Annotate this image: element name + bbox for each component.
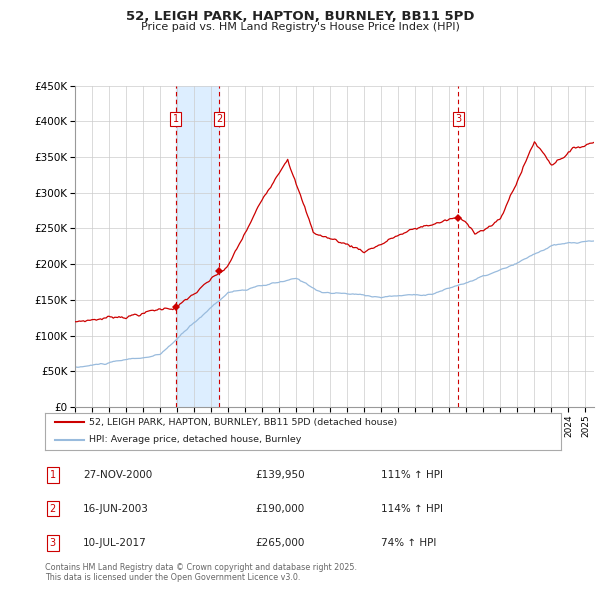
Text: 114% ↑ HPI: 114% ↑ HPI xyxy=(381,504,443,513)
Text: 16-JUN-2003: 16-JUN-2003 xyxy=(83,504,149,513)
Text: HPI: Average price, detached house, Burnley: HPI: Average price, detached house, Burn… xyxy=(89,435,301,444)
Text: 2: 2 xyxy=(50,504,56,513)
Text: 74% ↑ HPI: 74% ↑ HPI xyxy=(381,538,436,548)
Text: 2: 2 xyxy=(216,114,222,124)
Text: 111% ↑ HPI: 111% ↑ HPI xyxy=(381,470,443,480)
Text: 52, LEIGH PARK, HAPTON, BURNLEY, BB11 5PD: 52, LEIGH PARK, HAPTON, BURNLEY, BB11 5P… xyxy=(126,10,474,23)
Text: 27-NOV-2000: 27-NOV-2000 xyxy=(83,470,152,480)
Text: £139,950: £139,950 xyxy=(255,470,305,480)
Text: Price paid vs. HM Land Registry's House Price Index (HPI): Price paid vs. HM Land Registry's House … xyxy=(140,22,460,32)
Text: 10-JUL-2017: 10-JUL-2017 xyxy=(83,538,146,548)
Text: 3: 3 xyxy=(455,114,461,124)
Text: 1: 1 xyxy=(50,470,56,480)
Bar xyxy=(176,86,219,407)
Text: £190,000: £190,000 xyxy=(255,504,304,513)
Text: 52, LEIGH PARK, HAPTON, BURNLEY, BB11 5PD (detached house): 52, LEIGH PARK, HAPTON, BURNLEY, BB11 5P… xyxy=(89,418,397,427)
Text: 3: 3 xyxy=(50,538,56,548)
Text: 1: 1 xyxy=(173,114,179,124)
Text: £265,000: £265,000 xyxy=(255,538,304,548)
Text: Contains HM Land Registry data © Crown copyright and database right 2025.
This d: Contains HM Land Registry data © Crown c… xyxy=(45,563,357,582)
